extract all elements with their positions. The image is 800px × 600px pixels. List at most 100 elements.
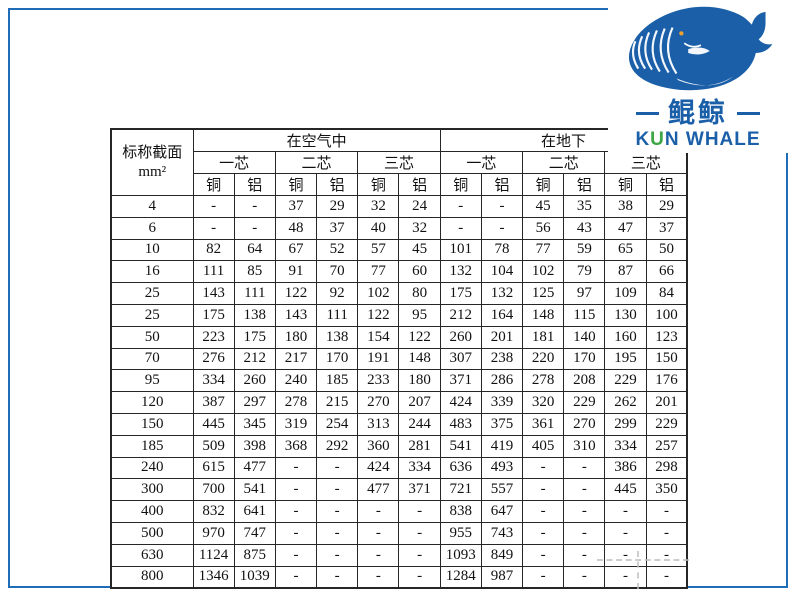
whale-icon <box>628 6 773 91</box>
table-cell: - <box>563 565 606 589</box>
table-cell: 180 <box>274 325 318 349</box>
table-cell: 180 <box>398 369 441 393</box>
row-section: 16 <box>110 260 194 284</box>
table-cell: 45 <box>522 195 565 218</box>
table-cell: - <box>357 565 400 589</box>
corner-header-line2: mm² <box>138 163 167 180</box>
table-cell: 122 <box>357 303 400 327</box>
table-cell: 339 <box>480 391 524 414</box>
table-row: 800 1346 1039 - - - - 1284 987 - - - - <box>110 565 688 589</box>
table-cell: 334 <box>604 434 647 458</box>
table-cell: - <box>233 216 276 240</box>
table-cell: 299 <box>604 412 647 436</box>
table-cell: 37 <box>316 216 359 240</box>
table-cell: 77 <box>357 260 400 284</box>
table-cell: 832 <box>192 500 235 523</box>
table-cell: 143 <box>274 303 318 327</box>
corner-header: 标称截面 mm² <box>110 128 194 196</box>
table-cell: 541 <box>439 434 482 458</box>
table-cell: 615 <box>192 456 235 480</box>
table-cell: 77 <box>522 238 565 262</box>
table-cell: 244 <box>398 412 441 436</box>
material-header: 铜 <box>192 173 235 196</box>
table-cell: 334 <box>192 369 235 393</box>
logo-dash-right <box>737 112 760 115</box>
table-cell: 1093 <box>439 543 482 567</box>
table-cell: - <box>316 565 359 589</box>
table-cell: 37 <box>645 216 688 240</box>
table-cell: 175 <box>233 325 276 349</box>
table-cell: 229 <box>604 369 647 393</box>
table-cell: - <box>604 500 647 523</box>
table-cell: 195 <box>604 347 647 371</box>
table-cell: 191 <box>357 347 400 371</box>
table-cell: 387 <box>192 391 235 414</box>
table-cell: 398 <box>233 434 276 458</box>
table-cell: - <box>563 478 606 502</box>
table-cell: 138 <box>233 303 276 327</box>
table-row: 6 - - 48 37 40 32 - - 56 43 47 37 <box>110 216 688 240</box>
table-cell: - <box>316 543 359 567</box>
row-section: 70 <box>110 347 194 371</box>
table-cell: - <box>316 500 359 523</box>
table-cell: - <box>398 565 441 589</box>
table-cell: 92 <box>316 282 359 305</box>
table-cell: 386 <box>604 456 647 480</box>
brand-name-english: KUN WHALE <box>635 129 761 150</box>
table-cell: - <box>522 456 565 480</box>
table-cell: 164 <box>480 303 524 327</box>
material-header: 铝 <box>563 173 606 196</box>
table-cell: 970 <box>192 521 235 545</box>
table-cell: 419 <box>480 434 524 458</box>
table-cell: - <box>357 500 400 523</box>
table-cell: - <box>192 216 235 240</box>
table-cell: 143 <box>192 282 235 305</box>
table-cell: 838 <box>439 500 482 523</box>
table-cell: - <box>604 543 647 567</box>
row-section: 500 <box>110 521 194 545</box>
table-cell: 52 <box>316 238 359 262</box>
table-cell: 240 <box>274 369 318 393</box>
table-cell: 238 <box>480 347 524 371</box>
table-cell: - <box>522 565 565 589</box>
core-header: 一芯 <box>192 151 276 174</box>
table-cell: - <box>274 565 318 589</box>
table-cell: 955 <box>439 521 482 545</box>
table-cell: 38 <box>604 195 647 218</box>
row-section: 300 <box>110 478 194 502</box>
row-section: 10 <box>110 238 194 262</box>
row-section: 4 <box>110 195 194 218</box>
table-cell: - <box>274 500 318 523</box>
table-cell: 201 <box>480 325 524 349</box>
table-cell: 91 <box>274 260 318 284</box>
table-cell: 111 <box>316 303 359 327</box>
table-cell: 64 <box>233 238 276 262</box>
table-cell: 29 <box>645 195 688 218</box>
table-cell: 345 <box>233 412 276 436</box>
table-cell: 260 <box>233 369 276 393</box>
row-section: 25 <box>110 303 194 327</box>
table-cell: 150 <box>645 347 688 371</box>
table-cell: 32 <box>357 195 400 218</box>
table-cell: 270 <box>357 391 400 414</box>
table-cell: 102 <box>522 260 565 284</box>
table-cell: 875 <box>233 543 276 567</box>
table-cell: - <box>357 521 400 545</box>
table-cell: 70 <box>316 260 359 284</box>
table-cell: 160 <box>604 325 647 349</box>
table-cell: 148 <box>398 347 441 371</box>
material-header: 铝 <box>233 173 276 196</box>
table-cell: 445 <box>192 412 235 436</box>
table-cell: 102 <box>357 282 400 305</box>
table-cell: 170 <box>316 347 359 371</box>
table-cell: 334 <box>398 456 441 480</box>
table-cell: 67 <box>274 238 318 262</box>
table-cell: 361 <box>522 412 565 436</box>
row-section: 25 <box>110 282 194 305</box>
table-body: 4 - - 37 29 32 24 - - 45 35 38 29 6 - - … <box>110 195 688 589</box>
core-header: 二芯 <box>274 151 359 174</box>
table-cell: - <box>274 543 318 567</box>
table-cell: 97 <box>563 282 606 305</box>
table-cell: 229 <box>645 412 688 436</box>
table-cell: 37 <box>274 195 318 218</box>
